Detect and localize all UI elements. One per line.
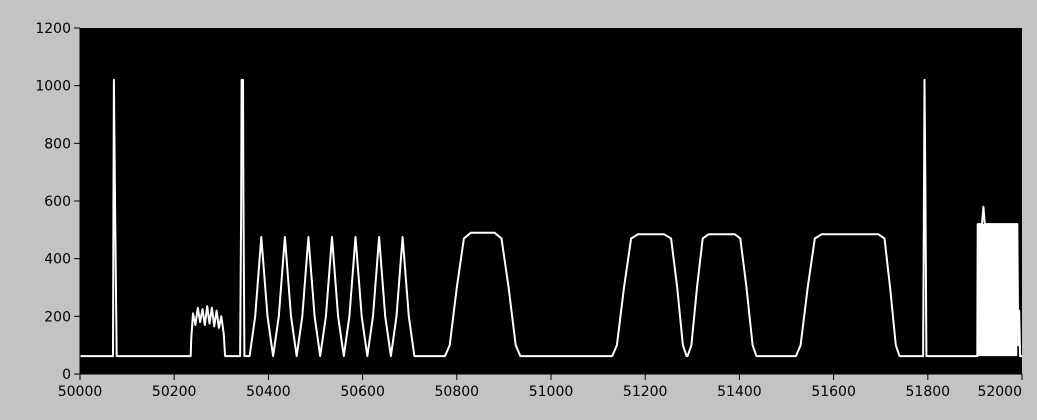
y-tick-label: 1200 [35,21,71,37]
x-tick-label: 50800 [435,384,480,400]
y-tick-label: 600 [44,194,71,210]
y-tick-label: 0 [62,367,71,383]
x-tick-label: 51400 [717,384,762,400]
x-tick-label: 51000 [529,384,574,400]
x-tick-label: 51600 [811,384,856,400]
trace-layer [80,78,1022,358]
x-tick-label: 51200 [623,384,668,400]
signal-line [80,78,1022,358]
y-tick-label: 400 [44,252,71,268]
x-tick-label: 50600 [340,384,385,400]
y-tick-label: 800 [44,136,71,152]
x-tick-label: 50400 [246,384,291,400]
x-tick-label: 51800 [906,384,951,400]
plot-area [80,28,1022,374]
x-tick-label: 52000 [977,384,1022,400]
y-tick-label: 200 [44,309,71,325]
x-tick-label: 50200 [152,384,197,400]
axes: 0 200 400 600 800 1000 1200 50000 50200 50400 5060… [35,21,1023,400]
x-tick-label: 50000 [58,384,103,400]
y-tick-label: 1000 [35,79,71,95]
signal-block [977,224,1018,357]
